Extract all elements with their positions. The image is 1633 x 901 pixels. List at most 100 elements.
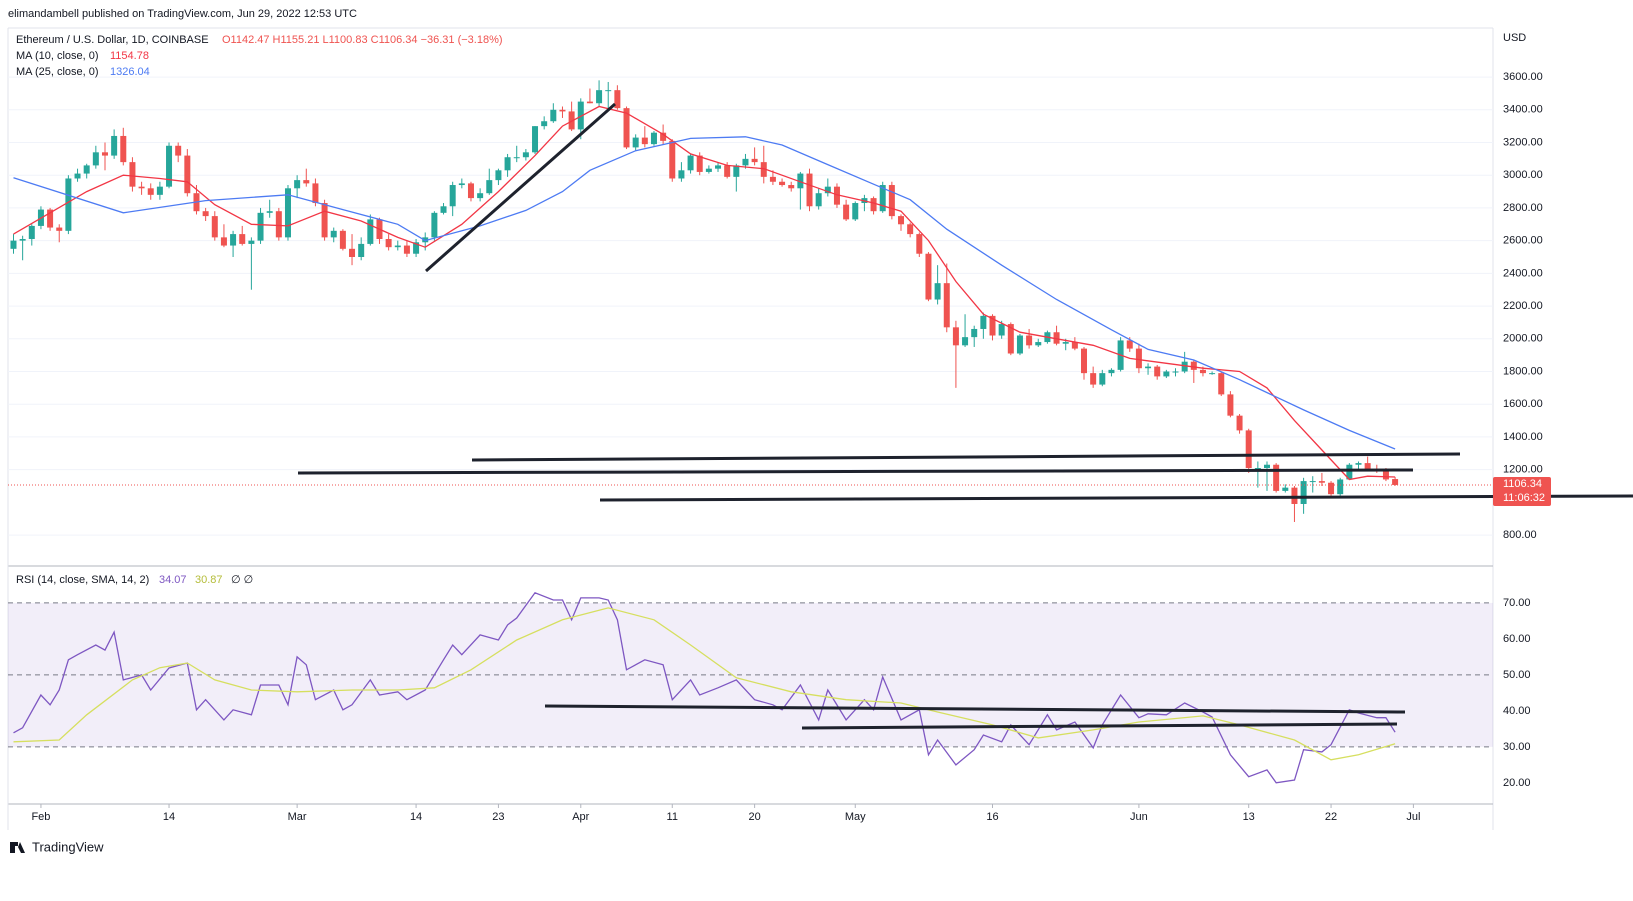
x-tick-label: 14	[410, 811, 422, 823]
candle-body	[111, 135, 118, 156]
y-tick-label: 3000.00	[1503, 169, 1543, 181]
x-tick-label: 20	[748, 811, 760, 823]
candle-body	[422, 237, 429, 243]
candle-body	[1035, 342, 1042, 346]
candle-body	[1108, 369, 1115, 374]
candle-body	[971, 328, 978, 338]
y-tick-label: 2000.00	[1503, 333, 1543, 345]
candle-body	[367, 219, 374, 244]
rsi-title: RSI (14, close, SMA, 14, 2)	[16, 574, 149, 586]
y-tick-label: 3200.00	[1503, 136, 1543, 148]
x-tick-label: Feb	[31, 811, 50, 823]
legend-name: MA (25, close, 0)	[16, 66, 99, 78]
x-tick-label: May	[845, 811, 866, 823]
candle-body	[74, 173, 81, 179]
y-tick-label: 2200.00	[1503, 300, 1543, 312]
y-tick-label: 40.00	[1503, 705, 1531, 717]
candle-body	[934, 283, 941, 300]
y-tick-label: 2600.00	[1503, 235, 1543, 247]
x-tick-label: 11	[667, 811, 678, 823]
candle-body	[275, 211, 282, 238]
currency: USD	[1503, 32, 1526, 44]
candle-body	[733, 165, 740, 177]
last-price-label: 1106.34	[1503, 478, 1542, 490]
candle-body	[696, 155, 703, 172]
legend-value: 1154.78	[110, 50, 149, 62]
candle-body	[129, 162, 136, 187]
candle-body	[1071, 342, 1078, 349]
candle-body	[266, 211, 273, 213]
candle-body	[998, 324, 1005, 336]
candle-body	[1218, 373, 1225, 395]
candle-body	[394, 245, 401, 248]
candle-body	[312, 183, 319, 204]
x-tick-label: 13	[1243, 811, 1255, 823]
candle-body	[1245, 430, 1252, 469]
series-line	[13, 607, 1396, 761]
candle-body	[788, 185, 795, 189]
candle-body	[504, 157, 511, 171]
candle-body	[65, 178, 72, 231]
candle-body	[1264, 464, 1271, 469]
x-tick-label: 22	[1325, 811, 1337, 823]
rsi-band	[8, 602, 1493, 748]
candle-body	[1126, 340, 1133, 349]
candle-body	[879, 185, 886, 212]
candle-body	[403, 245, 410, 254]
labels: Ethereum / U.S. Dollar, 1D, COINBASE O11…	[10, 32, 1551, 854]
candle-body	[1016, 335, 1023, 354]
candle-body	[211, 216, 218, 238]
y-tick-label: 20.00	[1503, 777, 1531, 789]
candle-body	[467, 183, 474, 199]
candle-body	[1300, 481, 1307, 504]
candle-body	[1382, 471, 1389, 480]
candle-body	[495, 170, 502, 181]
x-tick-label: Jul	[1406, 811, 1420, 823]
grid	[8, 76, 1493, 808]
candle-body	[477, 193, 484, 199]
candle-body	[431, 212, 438, 238]
candle-body	[147, 188, 154, 195]
candle-body	[824, 186, 831, 194]
candle-body	[220, 237, 227, 246]
candle-body	[1209, 373, 1216, 375]
candle-body	[522, 152, 529, 158]
candle-body	[56, 227, 63, 231]
last-price-box	[1493, 476, 1551, 506]
y-tick-label: 1200.00	[1503, 464, 1543, 476]
y-tick-label: 1400.00	[1503, 431, 1543, 443]
candle-body	[440, 206, 447, 213]
candle-body	[101, 152, 108, 156]
candle-body	[230, 234, 237, 246]
candle-body	[952, 327, 959, 346]
marks	[8, 80, 1493, 784]
candle-body	[1135, 348, 1142, 369]
candle-body	[1181, 361, 1188, 372]
candle-body	[175, 145, 182, 156]
candle-body	[47, 209, 54, 228]
legend-name: MA (10, close, 0)	[16, 50, 99, 62]
y-tick-label: 2800.00	[1503, 202, 1543, 214]
candle-body	[303, 180, 310, 184]
trend-line	[297, 468, 1414, 475]
footer-brand: TradingView	[32, 839, 104, 854]
candle-body	[568, 111, 575, 130]
y-tick-label: 1800.00	[1503, 365, 1543, 377]
x-tick-label: Mar	[288, 811, 307, 823]
candle-body	[687, 155, 694, 171]
candle-body	[449, 185, 456, 207]
candle-body	[724, 165, 731, 177]
candle-body	[751, 158, 758, 163]
candle-body	[742, 158, 749, 166]
candle-body	[294, 180, 301, 189]
y-tick-label: 2400.00	[1503, 267, 1543, 279]
countdown: 11:06:32	[1503, 492, 1545, 504]
candle-body	[632, 137, 639, 148]
candle-body	[559, 109, 566, 112]
candle-body	[843, 204, 850, 220]
y-tick-label: 800.00	[1503, 529, 1537, 541]
candle-body	[852, 203, 859, 220]
candle-body	[660, 132, 667, 141]
